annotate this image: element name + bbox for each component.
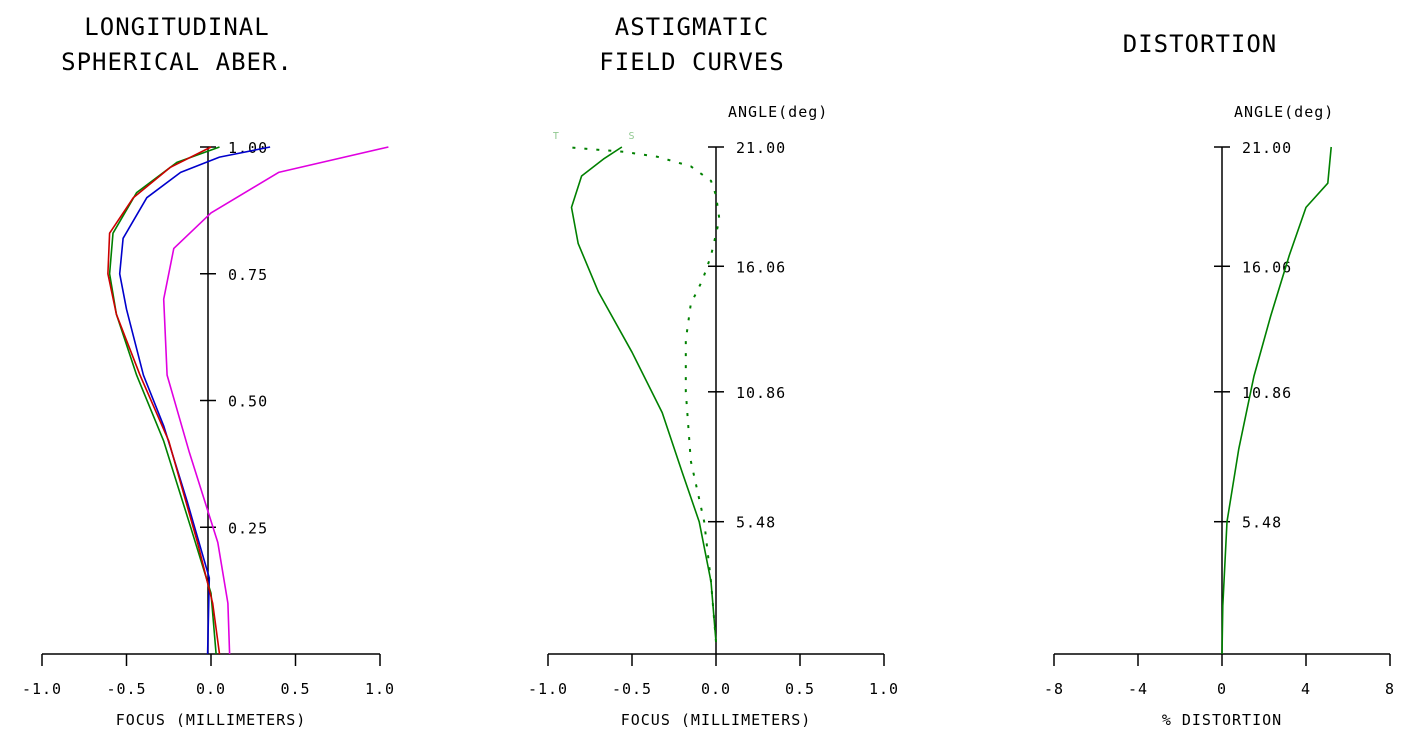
chart-2-y-tick-label-4: 21.00	[736, 139, 786, 157]
chart-1-title-line-2: SPHERICAL ABER.	[61, 48, 293, 76]
chart-2-y-tick-label-3: 16.06	[736, 258, 786, 276]
chart-1-y-tick-label-1: 0.25	[228, 519, 268, 537]
chart-2-y-tick-label-2: 10.86	[736, 384, 786, 402]
chart-1-x-tick-label-4: 0.5	[280, 680, 310, 698]
chart-2-series-2-s	[564, 146, 721, 642]
chart-1-series-1	[118, 146, 271, 655]
chart-1-title-line-1: LONGITUDINAL	[84, 13, 269, 41]
chart-2-x-tick-label-2: -0.5	[612, 680, 652, 698]
chart-3-x-tick-label-4: 4	[1301, 680, 1311, 698]
chart-2-title-line-1: ASTIGMATIC	[615, 13, 770, 41]
chart-2-angle-label: ANGLE(deg)	[728, 103, 828, 121]
chart-1-y-tick-label-2: 0.50	[228, 393, 268, 411]
chart-1-y-tick-label-4: 1.00	[228, 139, 268, 157]
chart-3-y-tick-label-1: 5.48	[1242, 514, 1282, 532]
chart-3-y-tick-label-4: 21.00	[1242, 139, 1292, 157]
chart-1-x-tick-label-3: 0.0	[196, 680, 226, 698]
chart-3-x-tick-label-2: -4	[1128, 680, 1148, 698]
chart-3-x-tick-label-5: 8	[1385, 680, 1395, 698]
chart-2-series-1-t	[570, 146, 717, 642]
chart-1-series-3	[107, 146, 221, 655]
chart-2-x-tick-label-1: -1.0	[528, 680, 568, 698]
chart-2-x-label: FOCUS (MILLIMETERS)	[621, 711, 812, 729]
chart-2-title-line-2: FIELD CURVES	[599, 48, 784, 76]
chart-2-curve-marker-t: T	[553, 131, 560, 142]
chart-1-x-tick-label-2: -0.5	[106, 680, 146, 698]
chart-3-y-tick-label-2: 10.86	[1242, 384, 1292, 402]
chart-3-x-tick-label-3: 0	[1217, 680, 1227, 698]
chart-3-x-tick-label-1: -8	[1044, 680, 1064, 698]
chart-1-x-tick-label-5: 1.0	[365, 680, 395, 698]
chart-3-angle-label: ANGLE(deg)	[1234, 103, 1334, 121]
chart-2-y-tick-label-1: 5.48	[736, 514, 776, 532]
chart-3-title-line-1: DISTORTION	[1123, 30, 1278, 58]
chart-2-x-tick-label-3: 0.0	[701, 680, 731, 698]
chart-1-x-tick-label-1: -1.0	[22, 680, 62, 698]
chart-2-x-tick-label-5: 1.0	[869, 680, 899, 698]
chart-1-x-label: FOCUS (MILLIMETERS)	[116, 711, 307, 729]
chart-2-curve-marker-s: S	[628, 131, 635, 142]
chart-1-series-4	[162, 146, 389, 655]
chart-2-x-tick-label-4: 0.5	[785, 680, 815, 698]
chart-3-x-label: % DISTORTION	[1162, 711, 1282, 729]
chart-3-series-1	[1221, 146, 1332, 655]
chart-1-y-tick-label-3: 0.75	[228, 266, 268, 284]
chart-3-y-tick-label-3: 16.06	[1242, 258, 1292, 276]
